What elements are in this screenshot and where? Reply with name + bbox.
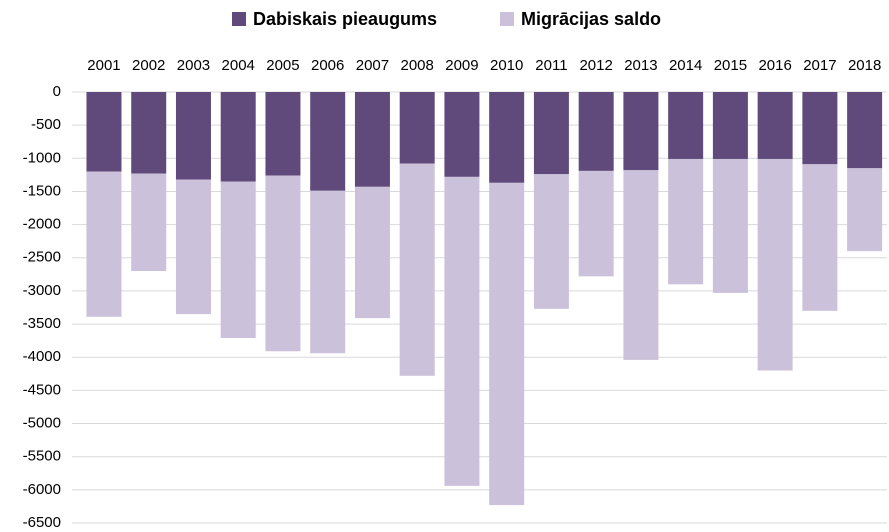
bar [578,170,614,277]
bar [757,158,793,371]
legend-swatch [232,12,246,26]
x-tick-label: 2014 [669,57,702,74]
bar [265,92,301,176]
bar [533,174,569,309]
x-tick-label: 2009 [445,57,478,74]
bar [444,176,480,486]
bar [847,168,883,252]
x-tick-label: 2017 [803,57,836,74]
x-tick-label: 2004 [222,57,255,74]
x-tick-label: 2018 [848,57,881,74]
bar [86,171,122,317]
x-tick-label: 2003 [177,57,210,74]
bar [712,92,748,159]
x-tick-label: 2011 [535,57,567,74]
y-tick-label: -500 [31,116,61,133]
bar [578,92,614,171]
x-tick-label: 2016 [758,57,791,74]
x-tick-label: 2005 [266,57,299,74]
bar [354,186,390,319]
bar [131,92,167,174]
bar [802,92,838,165]
bar [623,170,659,360]
y-tick-label: -4000 [23,348,61,365]
legend-label: Migrācijas saldo [521,9,661,29]
bar [847,92,883,169]
x-tick-label: 2012 [579,57,612,74]
y-tick-label: -2500 [23,249,61,266]
bar [757,92,793,159]
bar [712,158,748,293]
y-tick-label: -1000 [23,149,61,166]
bar [668,92,704,159]
y-tick-label: -1500 [23,182,61,199]
bar [489,92,525,183]
y-tick-label: -3500 [23,315,61,332]
bar [399,92,435,164]
bar [220,181,256,339]
x-tick-label: 2001 [87,57,120,74]
legend-label: Dabiskais pieaugums [253,9,437,29]
x-tick-label: 2015 [714,57,747,74]
y-tick-label: -5000 [23,415,61,432]
bar [489,182,525,506]
bar [175,92,211,180]
x-tick-label: 2007 [356,57,389,74]
y-tick-label: -2000 [23,216,61,233]
legend-swatch [500,12,514,26]
bar [623,92,659,171]
bar [175,179,211,315]
bar [220,92,256,182]
x-tick-label: 2010 [490,57,523,74]
bar [131,173,167,272]
x-tick-label: 2006 [311,57,344,74]
bar [399,163,435,376]
y-tick-label: -6500 [23,514,61,531]
x-tick-label: 2002 [132,57,165,74]
bar [444,92,480,177]
bar [354,92,390,187]
x-tick-label: 2008 [400,57,433,74]
bar [310,190,346,354]
y-tick-label: 0 [53,83,61,100]
y-tick-label: -4500 [23,381,61,398]
bar [668,158,704,285]
y-tick-label: -3000 [23,282,61,299]
bar [86,92,122,172]
bar [802,164,838,311]
x-tick-label: 2013 [624,57,657,74]
y-tick-label: -6000 [23,481,61,498]
bar [265,175,301,352]
bar [533,92,569,175]
y-tick-label: -5500 [23,448,61,465]
bar [310,92,346,191]
